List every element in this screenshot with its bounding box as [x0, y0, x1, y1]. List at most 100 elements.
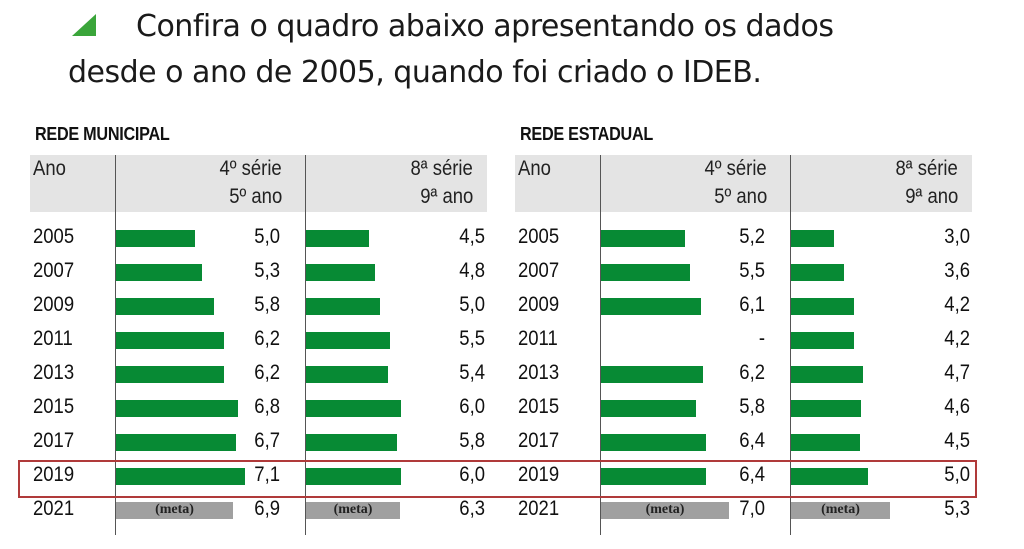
bar-col2 [306, 332, 391, 349]
value-col2: 6,0 [459, 395, 485, 418]
bar-col1 [116, 434, 236, 451]
table-row: 2011 6,2 5,5 [30, 323, 490, 357]
value-col2: 4,8 [459, 259, 485, 282]
year-label: 2013 [518, 361, 560, 384]
panel-rede-municipal: REDE MUNICIPAL Ano 4º série 5º ano 8ª série 9… [30, 120, 490, 540]
table-row: 2019 7,1 6,0 [30, 459, 490, 493]
year-label: 2007 [33, 259, 75, 282]
table-row: 2013 6,2 4,7 [515, 357, 975, 391]
bullet-triangle-icon [72, 14, 96, 36]
header-col1-line2: 5º ano [713, 185, 767, 208]
panel-title: REDE MUNICIPAL [35, 124, 170, 144]
table-row: 2005 5,2 3,0 [515, 221, 975, 255]
bar-col2 [306, 264, 376, 281]
value-col1: 7,1 [254, 463, 280, 486]
value-col1: 6,4 [739, 463, 765, 486]
value-col2: 6,0 [459, 463, 485, 486]
header-year: Ano [518, 157, 551, 180]
year-label: 2019 [518, 463, 560, 486]
meta-bar: (meta) [791, 502, 890, 519]
table-row: 2007 5,5 3,6 [515, 255, 975, 289]
bar-col2 [791, 468, 868, 485]
year-label: 2019 [33, 463, 75, 486]
table-row: 2013 6,2 5,4 [30, 357, 490, 391]
bar-col1 [601, 298, 701, 315]
table-row: 2015 6,8 6,0 [30, 391, 490, 425]
bar-col2 [791, 400, 862, 417]
bar-col1 [116, 332, 224, 349]
year-label: 2005 [33, 225, 75, 248]
bar-col2 [791, 298, 855, 315]
value-col2: 6,3 [459, 497, 485, 520]
bar-col2 [306, 400, 401, 417]
table-row: 2021 (meta) 7,0 (meta) 5,3 [515, 493, 975, 527]
intro-text: Confira o quadro abaixo apresentando os … [68, 4, 834, 96]
value-col1: 6,2 [254, 361, 280, 384]
table-row: 2021 (meta) 6,9 (meta) 6,3 [30, 493, 490, 527]
value-col1: 6,7 [254, 429, 280, 452]
table-row: 2017 6,7 5,8 [30, 425, 490, 459]
year-label: 2007 [518, 259, 560, 282]
year-label: 2009 [518, 293, 560, 316]
value-col1: 6,9 [254, 497, 280, 520]
value-col2: 3,0 [944, 225, 970, 248]
value-col1: 5,5 [739, 259, 765, 282]
column-divider [115, 155, 116, 535]
year-label: 2021 [33, 497, 75, 520]
value-col2: 5,0 [944, 463, 970, 486]
meta-bar: (meta) [601, 502, 729, 519]
bar-col2 [306, 468, 401, 485]
year-label: 2005 [518, 225, 560, 248]
header-col1-line2: 5º ano [228, 185, 282, 208]
value-col1: 5,0 [254, 225, 280, 248]
value-col2: 5,8 [459, 429, 485, 452]
table-header: Ano 4º série 5º ano 8ª série 9ª ano [515, 155, 972, 212]
value-col1: 6,2 [739, 361, 765, 384]
column-divider [790, 155, 791, 535]
value-col1: - [758, 327, 765, 350]
bar-col2 [791, 332, 855, 349]
meta-bar: (meta) [116, 502, 233, 519]
year-label: 2011 [33, 327, 73, 350]
bar-col1 [116, 366, 224, 383]
value-col2: 4,7 [944, 361, 970, 384]
year-label: 2015 [518, 395, 560, 418]
bar-col1 [601, 434, 706, 451]
value-col1: 6,2 [254, 327, 280, 350]
year-label: 2015 [33, 395, 75, 418]
header-col2-line2: 9ª ano [419, 185, 473, 208]
column-divider [600, 155, 601, 535]
bar-col1 [116, 468, 246, 485]
header-col2-line2: 9ª ano [904, 185, 958, 208]
bar-col2 [791, 230, 834, 247]
year-label: 2017 [518, 429, 560, 452]
value-col2: 4,2 [944, 293, 970, 316]
year-label: 2017 [33, 429, 75, 452]
header-col2-line1: 8ª série [895, 157, 958, 180]
bar-col1 [116, 264, 203, 281]
value-col1: 6,1 [739, 293, 765, 316]
year-label: 2021 [518, 497, 560, 520]
table-row: 2011 - 4,2 [515, 323, 975, 357]
bar-col2 [306, 366, 389, 383]
panel-rede-estadual: REDE ESTADUAL Ano 4º série 5º ano 8ª série 9ª… [515, 120, 975, 540]
table-row: 2017 6,4 4,5 [515, 425, 975, 459]
table-row: 2015 5,8 4,6 [515, 391, 975, 425]
year-label: 2013 [33, 361, 75, 384]
table-row: 2019 6,4 5,0 [515, 459, 975, 493]
value-col2: 4,5 [459, 225, 485, 248]
column-divider [305, 155, 306, 535]
bar-col1 [601, 468, 706, 485]
year-label: 2011 [518, 327, 558, 350]
value-col1: 5,2 [739, 225, 765, 248]
meta-bar: (meta) [306, 502, 400, 519]
table-row: 2009 5,8 5,0 [30, 289, 490, 323]
table-header: Ano 4º série 5º ano 8ª série 9ª ano [30, 155, 487, 212]
bar-col2 [306, 230, 369, 247]
value-col1: 7,0 [739, 497, 765, 520]
value-col1: 5,3 [254, 259, 280, 282]
highlight-box-2019 [18, 460, 977, 498]
value-col2: 4,5 [944, 429, 970, 452]
table-row: 2005 5,0 4,5 [30, 221, 490, 255]
table-row: 2007 5,3 4,8 [30, 255, 490, 289]
